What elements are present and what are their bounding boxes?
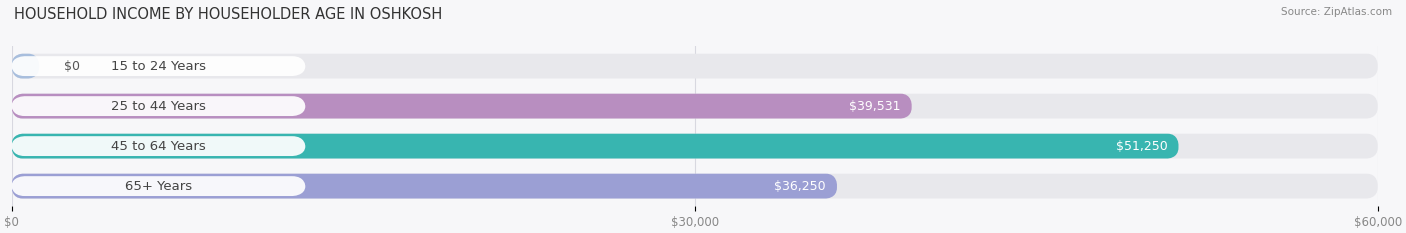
Text: 65+ Years: 65+ Years [125,180,193,193]
Text: 45 to 64 Years: 45 to 64 Years [111,140,205,153]
Text: 15 to 24 Years: 15 to 24 Years [111,60,205,73]
PathPatch shape [11,54,39,79]
PathPatch shape [11,94,1378,119]
PathPatch shape [11,176,305,196]
PathPatch shape [11,54,1378,79]
Text: HOUSEHOLD INCOME BY HOUSEHOLDER AGE IN OSHKOSH: HOUSEHOLD INCOME BY HOUSEHOLDER AGE IN O… [14,7,443,22]
Text: 25 to 44 Years: 25 to 44 Years [111,100,205,113]
PathPatch shape [11,94,911,119]
PathPatch shape [11,96,305,116]
PathPatch shape [11,174,837,199]
Text: $39,531: $39,531 [849,100,901,113]
PathPatch shape [11,136,305,156]
Text: $0: $0 [63,60,80,73]
PathPatch shape [11,134,1178,158]
Text: $36,250: $36,250 [775,180,827,193]
PathPatch shape [11,134,1378,158]
PathPatch shape [11,56,305,76]
Text: Source: ZipAtlas.com: Source: ZipAtlas.com [1281,7,1392,17]
Text: $51,250: $51,250 [1116,140,1167,153]
PathPatch shape [11,174,1378,199]
